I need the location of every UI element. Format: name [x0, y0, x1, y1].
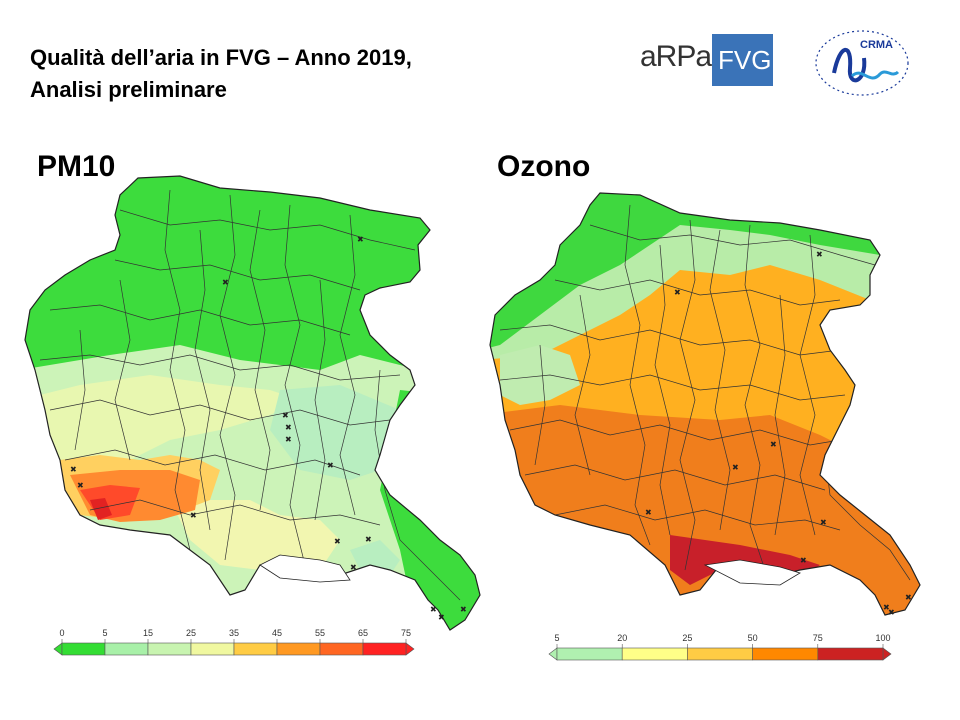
svg-text:✖: ✖ — [285, 435, 292, 444]
svg-text:✖: ✖ — [888, 608, 895, 617]
pm10-legend-swatch — [233, 642, 278, 656]
svg-text:✖: ✖ — [222, 278, 229, 287]
svg-text:✖: ✖ — [365, 535, 372, 544]
pm10-legend-swatch — [147, 642, 192, 656]
ozone-legend-swatch — [752, 647, 819, 661]
ozone-legend: 5 20 25 50 75 100 — [545, 627, 895, 667]
svg-text:✖: ✖ — [770, 440, 777, 449]
svg-text:✖: ✖ — [438, 613, 445, 622]
pm10-legend-tick-label: 25 — [186, 628, 196, 638]
svg-text:✖: ✖ — [674, 288, 681, 297]
svg-text:✖: ✖ — [883, 603, 890, 612]
svg-text:✖: ✖ — [357, 235, 364, 244]
svg-text:✖: ✖ — [732, 463, 739, 472]
slide-title: Qualità dell’aria in FVG – Anno 2019, An… — [30, 42, 412, 106]
pm10-legend-tick-label: 75 — [401, 628, 411, 638]
pm10-legend-tick-label: 35 — [229, 628, 239, 638]
svg-text:✖: ✖ — [905, 593, 912, 602]
ozone-legend-swatch — [687, 647, 753, 661]
pm10-legend-swatch — [190, 642, 235, 656]
pm10-legend: 0 5 15 25 35 45 55 65 75 — [50, 622, 420, 662]
ozone-map: ✖ ✖ ✖ ✖ ✖ ✖ ✖ ✖ ✖ ✖ — [480, 185, 940, 630]
pm10-legend-arrow-right — [405, 642, 415, 656]
arpa-logo-text: aRPa — [640, 40, 712, 73]
pm10-legend-swatch — [104, 642, 149, 656]
pm10-legend-tick-label: 45 — [272, 628, 282, 638]
pm10-legend-swatch — [319, 642, 364, 656]
pm10-legend-tick-label: 15 — [143, 628, 153, 638]
ozone-legend-tick-label: 25 — [682, 633, 692, 643]
title-line-2: Analisi preliminare — [30, 77, 227, 102]
svg-text:✖: ✖ — [816, 250, 823, 259]
pm10-legend-tick-label: 5 — [102, 628, 107, 638]
ozone-legend-tick-label: 100 — [875, 633, 890, 643]
svg-text:✖: ✖ — [285, 423, 292, 432]
title-line-1: Qualità dell’aria in FVG – Anno 2019, — [30, 45, 412, 70]
pm10-legend-tick-label: 55 — [315, 628, 325, 638]
fvg-logo-box: FVG — [712, 34, 773, 86]
pm10-legend-tick-label: 65 — [358, 628, 368, 638]
ozone-legend-tick-label: 20 — [617, 633, 627, 643]
pm10-legend-swatch — [276, 642, 321, 656]
pm10-legend-tick-label: 0 — [59, 628, 64, 638]
ozone-legend-swatch — [556, 647, 623, 661]
svg-text:✖: ✖ — [820, 518, 827, 527]
pm10-heading: PM10 — [37, 150, 116, 183]
ozone-legend-swatch — [621, 647, 688, 661]
fvg-logo-text: FVG — [718, 45, 772, 75]
crma-logo-text: CRMA — [860, 39, 893, 51]
ozone-legend-tick-label: 50 — [748, 633, 758, 643]
svg-text:✖: ✖ — [70, 465, 77, 474]
svg-text:✖: ✖ — [350, 563, 357, 572]
ozone-legend-arrow-right — [882, 647, 892, 661]
ozone-legend-swatch — [817, 647, 884, 661]
pm10-legend-swatch — [362, 642, 407, 656]
svg-text:✖: ✖ — [645, 508, 652, 517]
svg-text:✖: ✖ — [430, 605, 437, 614]
svg-text:✖: ✖ — [334, 537, 341, 546]
svg-text:✖: ✖ — [77, 481, 84, 490]
svg-text:✖: ✖ — [460, 605, 467, 614]
ozone-legend-tick-label: 5 — [554, 633, 559, 643]
svg-text:✖: ✖ — [190, 511, 197, 520]
svg-text:✖: ✖ — [800, 556, 807, 565]
ozone-legend-tick-label: 75 — [813, 633, 823, 643]
svg-text:✖: ✖ — [327, 461, 334, 470]
ozone-legend-arrow-left — [548, 647, 558, 661]
svg-text:✖: ✖ — [282, 411, 289, 420]
ozone-heading: Ozono — [497, 150, 591, 183]
arpa-fvg-logo: aRPa FVG — [640, 34, 773, 86]
pm10-legend-arrow-left — [53, 642, 63, 656]
crma-logo: CRMA — [812, 28, 912, 98]
pm10-map: ✖ ✖ ✖ ✖ ✖ ✖ ✖ ✖ ✖ ✖ ✖ ✖ ✖ ✖ ✖ — [20, 170, 490, 645]
pm10-legend-swatch — [61, 642, 106, 656]
